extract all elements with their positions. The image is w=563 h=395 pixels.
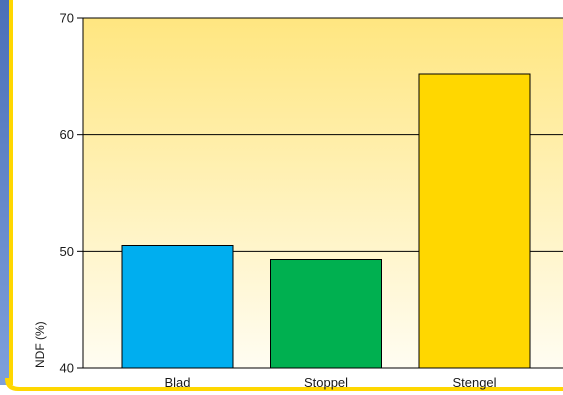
bar-stoppel — [270, 259, 382, 369]
y-axis-title: NDF (%) — [33, 321, 47, 368]
bar-blad — [121, 245, 234, 369]
frame-yellow-border — [9, 0, 13, 385]
x-tick-label-stoppel: Stoppel — [304, 375, 348, 390]
bar-stengel — [418, 73, 531, 369]
y-tick-labels: 40 50 60 70 — [60, 11, 74, 376]
frame-yellow-bottom — [5, 378, 563, 391]
y-tick-label-70: 70 — [60, 11, 74, 26]
x-tick-label-blad: Blad — [164, 375, 190, 390]
y-tick-label-40: 40 — [60, 361, 74, 376]
y-tick-label-60: 60 — [60, 127, 74, 142]
bars — [121, 73, 531, 369]
x-tick-labels: Blad Stoppel Stengel — [164, 375, 496, 390]
x-tick-label-stengel: Stengel — [452, 375, 496, 390]
y-tick-label-50: 50 — [60, 244, 74, 259]
